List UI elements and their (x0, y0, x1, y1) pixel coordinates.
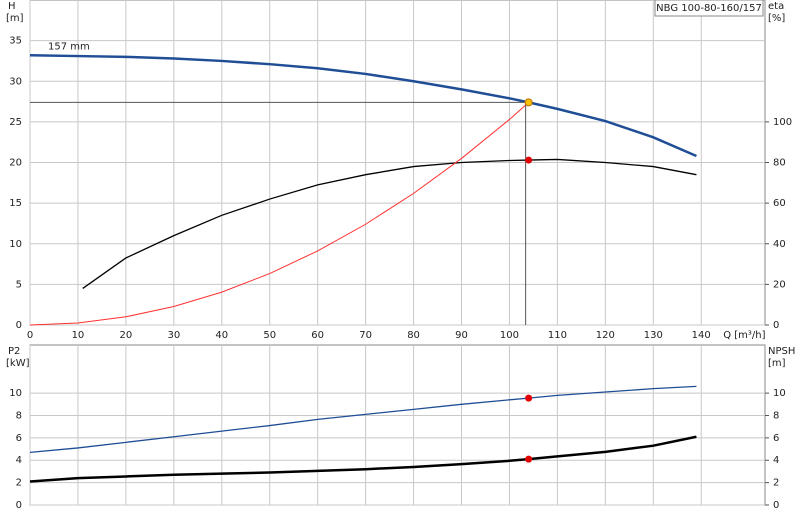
x-tick-label: 90 (455, 330, 468, 341)
x-tick-label: 40 (215, 330, 228, 341)
y-tick-label: 15 (9, 198, 22, 209)
series-line (29, 102, 529, 326)
y2-tick-label: 2 (773, 478, 779, 489)
x-tick-label: 70 (359, 330, 372, 341)
point (525, 156, 533, 164)
y2-axis-unit: [%] (768, 13, 785, 24)
x-axis-label: Q [m³/h] (723, 330, 765, 341)
y-tick-label: 6 (16, 433, 22, 444)
x-tick-label: 30 (167, 330, 180, 341)
y2-tick-label: 0 (773, 500, 779, 511)
plot-area (29, 344, 766, 506)
point (524, 98, 533, 107)
y-tick-label: 20 (9, 158, 22, 169)
y2-tick-label: 40 (773, 239, 786, 250)
x-tick-label: 10 (72, 330, 85, 341)
series-line (82, 158, 697, 289)
x-tick-label: 0 (27, 330, 33, 341)
series-line (29, 54, 697, 158)
y2-tick-label: 20 (773, 279, 786, 290)
series-line (29, 435, 697, 483)
point (525, 394, 533, 402)
y-tick-label: 10 (9, 239, 22, 250)
y2-tick-label: 8 (773, 410, 779, 421)
point (525, 455, 533, 463)
y-tick-label: 0 (16, 320, 22, 331)
y-axis-label: H (8, 1, 16, 12)
title-box (654, 0, 764, 17)
x-tick-label: 140 (692, 330, 711, 341)
y-tick-label: 30 (9, 76, 22, 87)
y-tick-label: 4 (16, 455, 22, 466)
x-tick-label: 100 (500, 330, 519, 341)
y-tick-label: 35 (9, 36, 22, 47)
y2-axis-unit: [m] (768, 358, 786, 369)
y2-tick-label: 6 (773, 433, 779, 444)
x-tick-label: 110 (548, 330, 567, 341)
y-axis-label: P2 (8, 346, 20, 357)
x-tick-label: 80 (407, 330, 420, 341)
y2-tick-label: 0 (773, 320, 779, 331)
y-axis-unit: [kW] (6, 358, 30, 369)
y-tick-label: 2 (16, 478, 22, 489)
series-line (29, 385, 697, 454)
x-tick-label: 20 (120, 330, 133, 341)
y2-axis-label: eta (768, 1, 784, 12)
chart-title: NBG 100-80-160/157 (656, 3, 762, 14)
y2-tick-label: 100 (773, 117, 792, 128)
x-tick-label: 120 (596, 330, 615, 341)
y-tick-label: 10 (9, 388, 22, 399)
x-tick-label: 60 (311, 330, 324, 341)
x-tick-label: 130 (644, 330, 663, 341)
y-tick-label: 0 (16, 500, 22, 511)
y2-tick-label: 60 (773, 198, 786, 209)
y-tick-label: 5 (16, 279, 22, 290)
curve-label: 157 mm (48, 41, 90, 52)
y2-tick-label: 4 (773, 455, 779, 466)
y2-tick-label: 80 (773, 158, 786, 169)
y-tick-label: 8 (16, 410, 22, 421)
y2-axis-label: NPSH (768, 346, 795, 357)
y2-tick-label: 10 (773, 388, 786, 399)
x-tick-label: 50 (263, 330, 276, 341)
y-axis-unit: [m] (6, 13, 24, 24)
y-tick-label: 25 (9, 117, 22, 128)
